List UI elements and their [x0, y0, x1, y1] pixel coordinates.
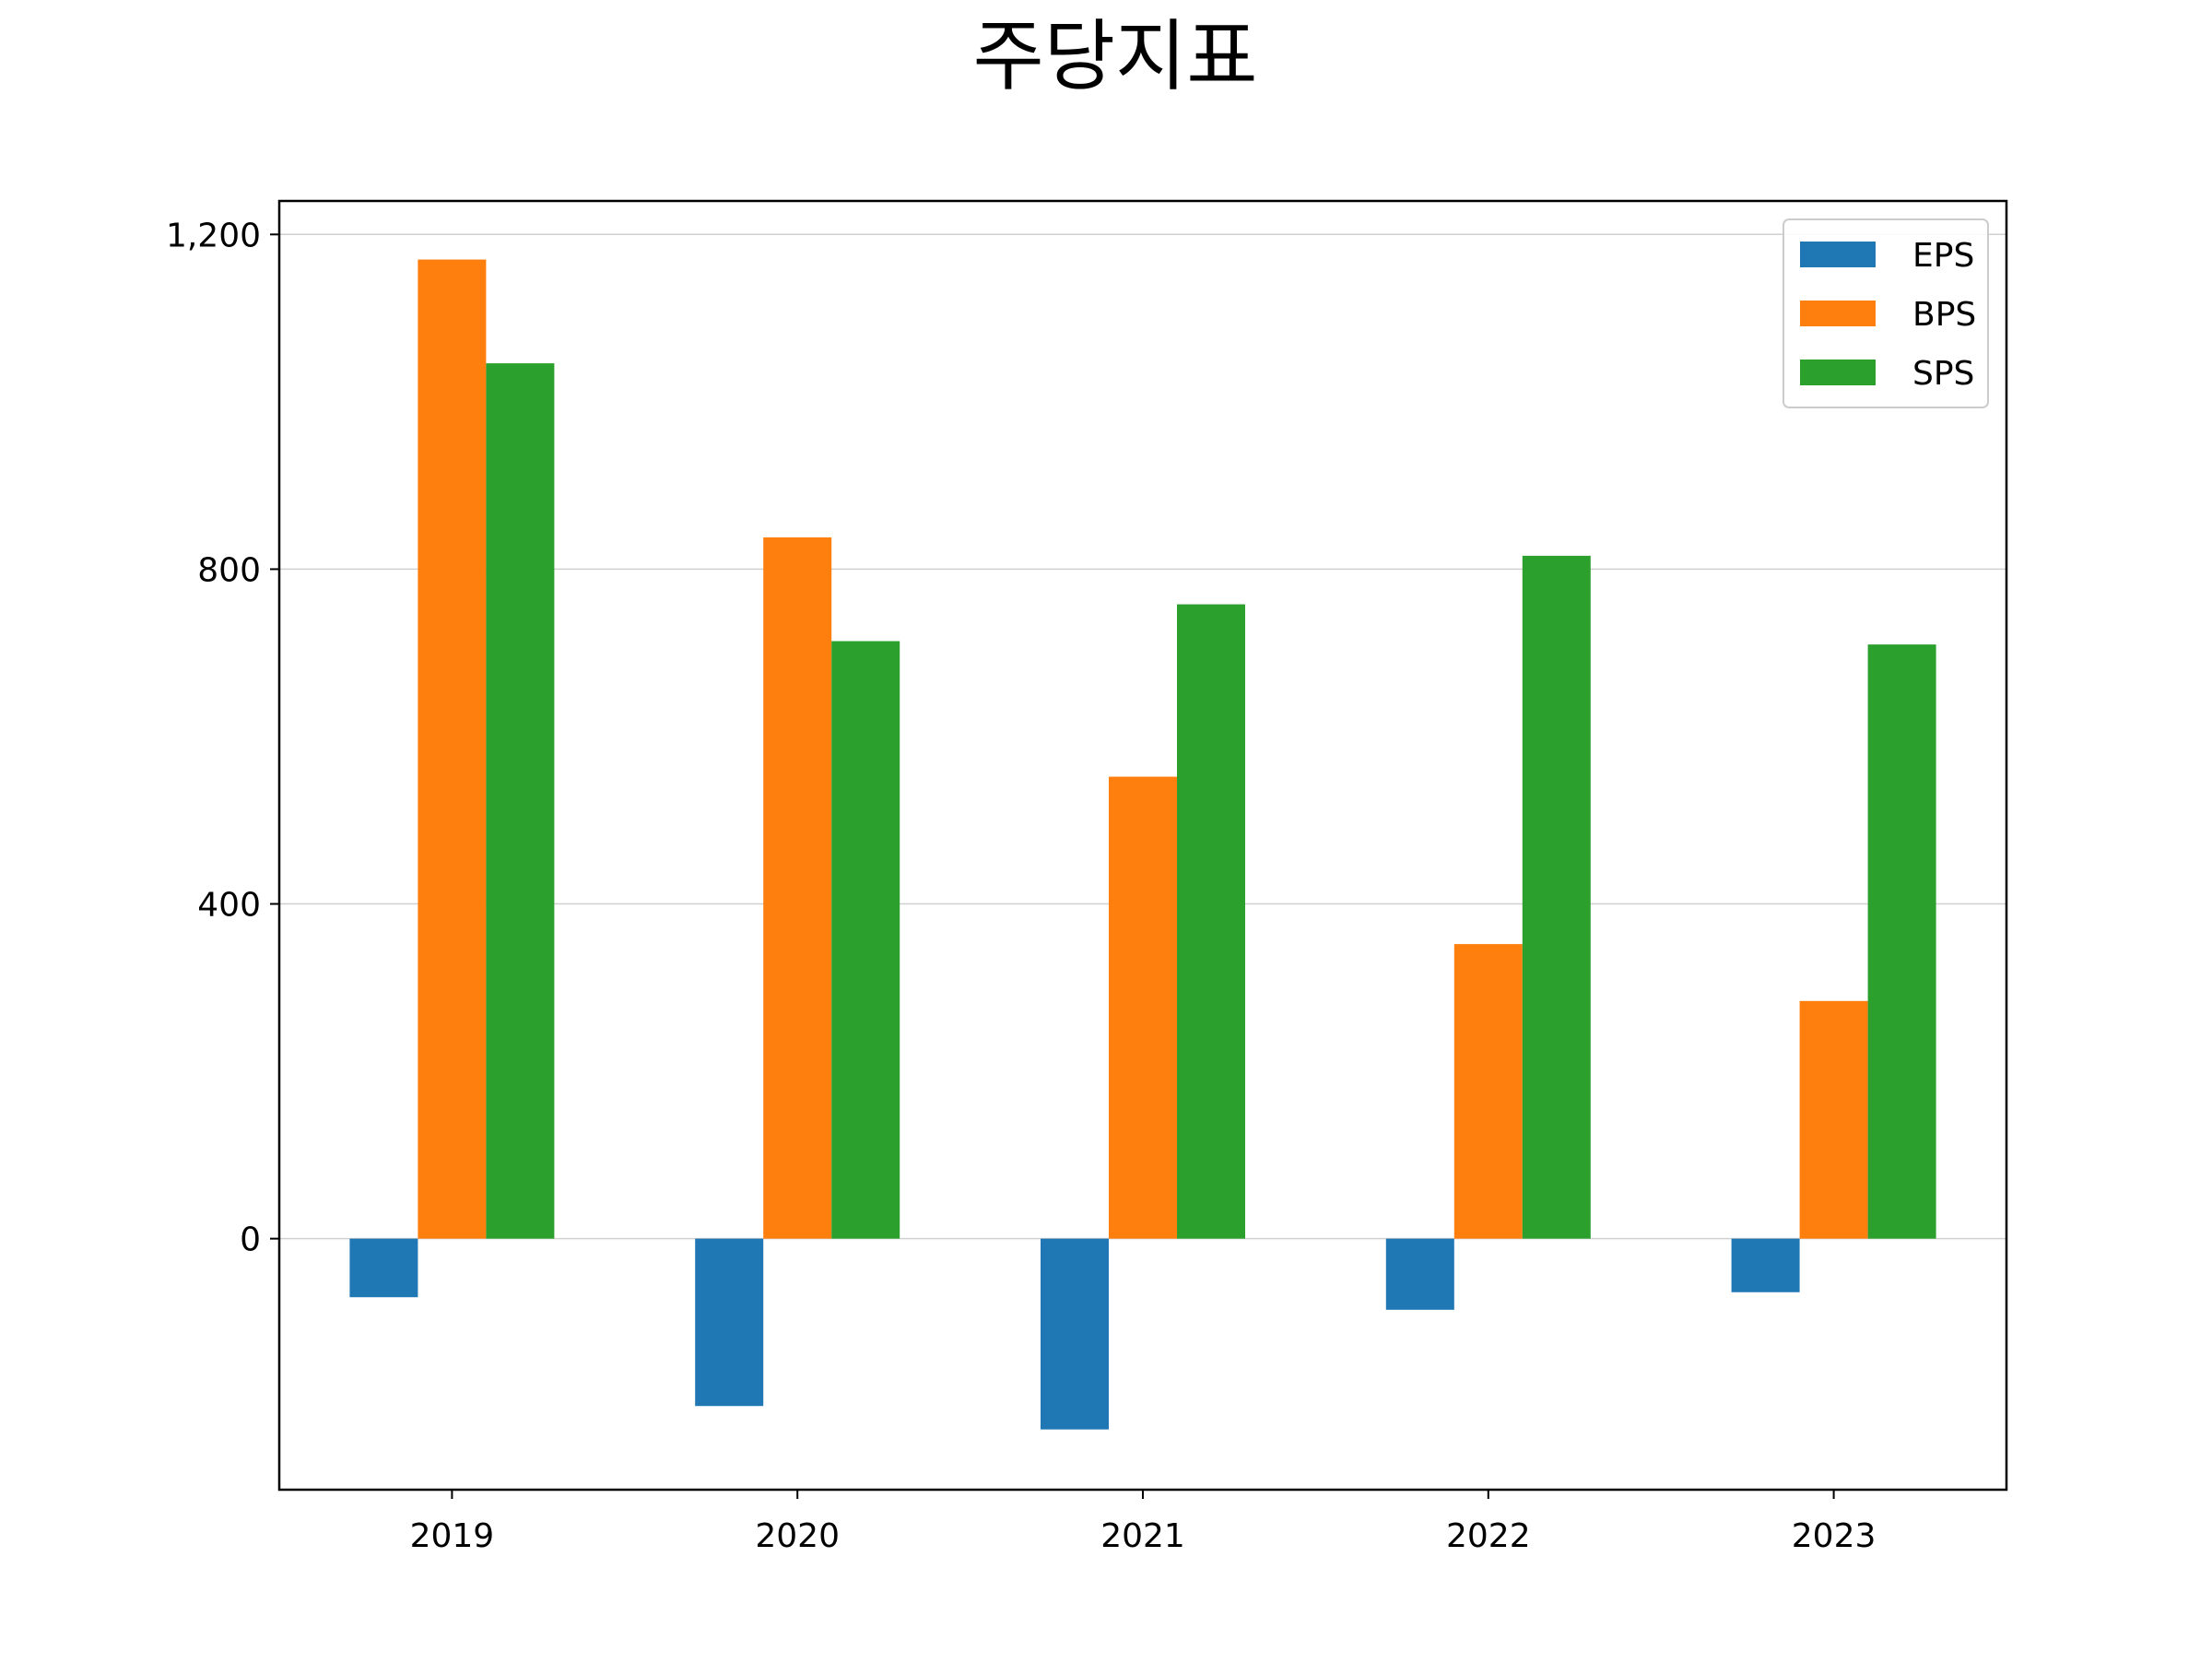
x-tick-label: 2019	[410, 1517, 495, 1555]
bar-sps-2022	[1522, 555, 1591, 1239]
bar-sps-2021	[1177, 604, 1245, 1239]
axes-layer: 0 400 800 1,200 2019 2020 2021 2022 2023	[166, 199, 2008, 1555]
bars-layer	[349, 259, 1936, 1430]
legend-swatch-eps	[1800, 242, 1876, 267]
x-tick-label: 2023	[1792, 1517, 1877, 1555]
bar-sps-2020	[831, 641, 900, 1239]
legend-label-bps: BPS	[1912, 296, 1976, 334]
bar-bps-2022	[1453, 944, 1523, 1239]
bar-eps-2019	[349, 1238, 418, 1298]
bar-bps-2019	[418, 259, 487, 1239]
bar-eps-2020	[695, 1238, 764, 1407]
bar-sps-2019	[486, 363, 555, 1239]
legend-swatch-bps	[1800, 301, 1876, 326]
bar-eps-2022	[1385, 1238, 1454, 1310]
y-tick-label: 1,200	[166, 217, 261, 254]
bar-bps-2020	[763, 537, 832, 1239]
legend: EPS BPS SPS	[1783, 218, 1989, 408]
bar-eps-2023	[1731, 1238, 1800, 1292]
bar-eps-2021	[1041, 1238, 1109, 1430]
y-tick-label: 0	[240, 1221, 261, 1259]
bar-sps-2023	[1867, 644, 1936, 1239]
chart-title: 주당지표	[972, 11, 1257, 101]
x-tick-label: 2020	[755, 1517, 840, 1555]
bar-bps-2021	[1109, 776, 1177, 1239]
y-tick-label: 400	[197, 887, 261, 925]
legend-swatch-sps	[1800, 360, 1876, 385]
y-tick-label: 800	[197, 551, 261, 589]
bar-bps-2023	[1799, 1000, 1868, 1239]
legend-label-eps: EPS	[1912, 237, 1974, 275]
x-tick-label: 2021	[1100, 1517, 1185, 1555]
x-tick-label: 2022	[1446, 1517, 1531, 1555]
legend-label-sps: SPS	[1912, 355, 1974, 393]
